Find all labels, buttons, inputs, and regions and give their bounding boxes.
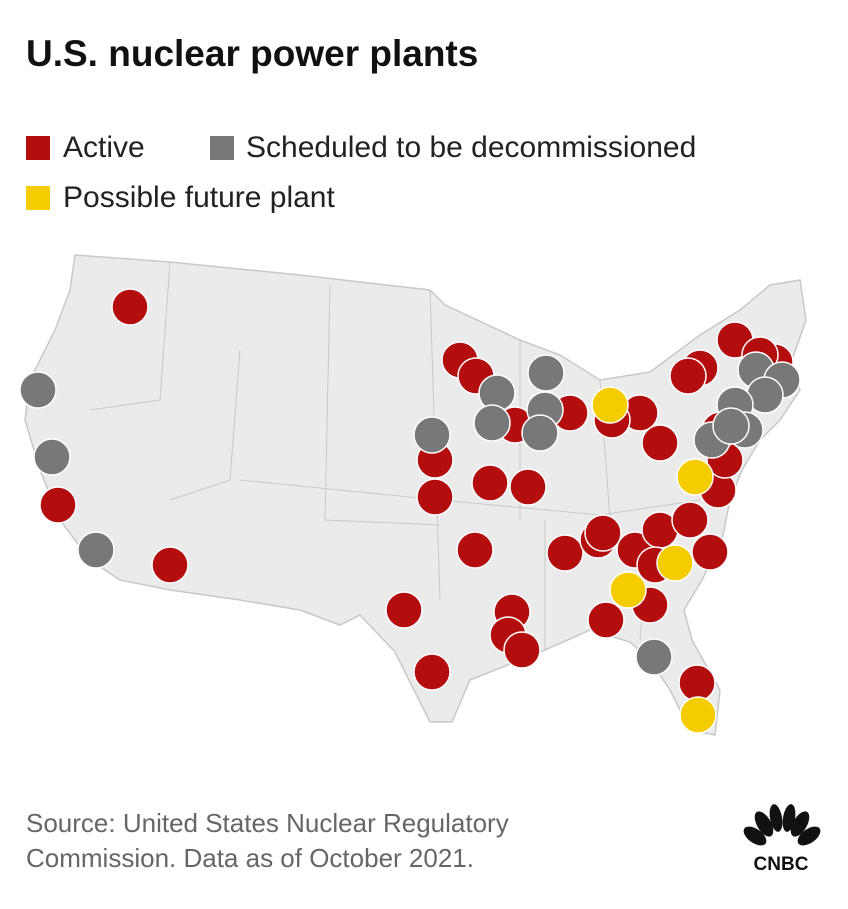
source: Commission. Data as of October 2021.	[26, 843, 474, 873]
plant-dot	[471, 464, 509, 502]
plant-dot	[591, 386, 629, 424]
legend-swatch	[26, 186, 50, 210]
title: U.S. nuclear power plants	[26, 33, 478, 74]
plant-dot	[609, 571, 647, 609]
plant-dot	[584, 514, 622, 552]
legend-label: Scheduled to be decommissioned	[246, 131, 696, 164]
plant-dot	[473, 404, 511, 442]
plant-dot	[641, 424, 679, 462]
plant-dot	[635, 638, 673, 676]
plant-dot	[669, 357, 707, 395]
plant-dot	[77, 531, 115, 569]
logo-text: CNBC	[754, 854, 809, 875]
plant-dot	[456, 531, 494, 569]
plant-dot	[691, 533, 729, 571]
plant-dot	[19, 371, 57, 409]
plant-dot	[111, 288, 149, 326]
plant-dot	[527, 354, 565, 392]
plant-dot	[33, 438, 71, 476]
plant-dot	[509, 468, 547, 506]
plant-dot	[546, 534, 584, 572]
plant-dot	[679, 696, 717, 734]
plant-dot	[521, 414, 559, 452]
legend-swatch	[210, 136, 234, 160]
plant-dot	[151, 546, 189, 584]
plant-dot	[413, 653, 451, 691]
source: Source: United States Nuclear Regulatory	[26, 808, 509, 838]
legend-label: Possible future plant	[63, 181, 335, 214]
plant-dot	[39, 486, 77, 524]
plant-dot	[503, 631, 541, 669]
plant-markers	[19, 288, 801, 734]
plant-dot	[587, 601, 625, 639]
plant-dot	[413, 416, 451, 454]
plant-dot	[712, 407, 750, 445]
plant-dot	[678, 664, 716, 702]
legend-label: Active	[63, 131, 145, 164]
plant-dot	[671, 501, 709, 539]
plant-dot	[676, 458, 714, 496]
logo-icon	[743, 804, 821, 846]
plant-dot	[385, 591, 423, 629]
us-map	[24, 254, 807, 736]
legend-swatch	[26, 136, 50, 160]
plant-dot	[656, 544, 694, 582]
plant-dot	[416, 478, 454, 516]
